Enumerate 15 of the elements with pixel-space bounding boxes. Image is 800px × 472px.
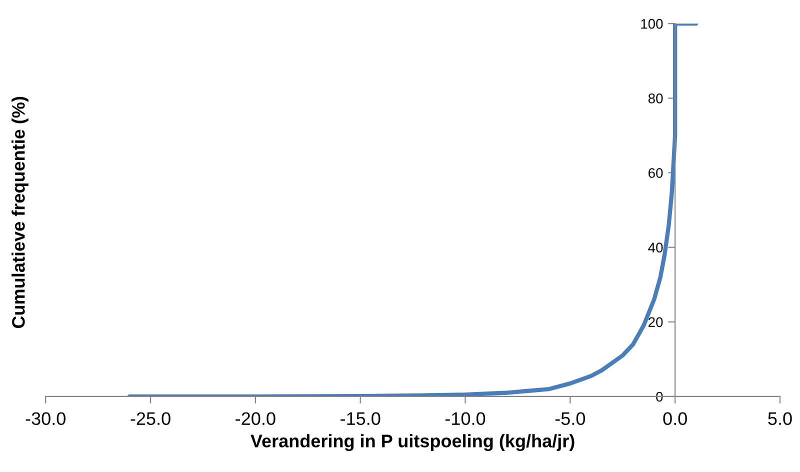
y-tick-label: 80 <box>648 94 663 104</box>
x-tick-label: -20.0 <box>236 412 276 426</box>
x-tick-label: -30.0 <box>26 412 66 426</box>
x-tick-label: 0.0 <box>663 412 687 426</box>
x-tick-label: -10.0 <box>445 412 486 426</box>
x-axis-title: Verandering in P uitspoeling (kg/ha/jr) <box>250 434 574 452</box>
x-tick-label: -5.0 <box>555 412 586 426</box>
y-tick-label: 60 <box>648 168 663 178</box>
y-axis-title: Cumulatieve frequentie (%) <box>12 96 28 328</box>
y-tick-label: 100 <box>641 18 663 29</box>
x-tick-label: 5.0 <box>768 412 792 426</box>
y-tick-label: 20 <box>648 317 663 328</box>
y-tick-label: 40 <box>648 242 663 252</box>
x-tick-label: -25.0 <box>130 412 170 426</box>
x-tick-label: -15.0 <box>340 412 380 426</box>
